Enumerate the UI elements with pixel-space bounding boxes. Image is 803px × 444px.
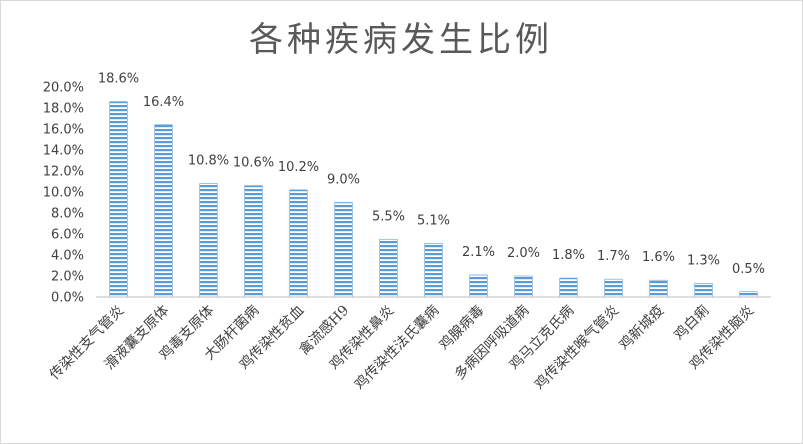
y-tick-label: 2.0% bbox=[51, 270, 84, 285]
y-tick-label: 14.0% bbox=[43, 144, 84, 159]
y-tick-label: 16.0% bbox=[43, 123, 84, 138]
x-tick-label: 鸡传染性喉气管炎 bbox=[531, 302, 622, 393]
y-axis: 0.0% 2.0% 4.0% 6.0% 8.0% 10.0% 12.0% 14.0% 16.0%… bbox=[43, 81, 84, 306]
x-tick-label: 鸡白痢 bbox=[671, 302, 713, 344]
y-tick-label: 20.0% bbox=[43, 81, 84, 96]
bars bbox=[109, 101, 758, 298]
bar bbox=[604, 278, 623, 298]
data-label: 16.4% bbox=[143, 95, 184, 110]
data-label: 5.1% bbox=[417, 213, 450, 228]
data-label: 10.6% bbox=[233, 156, 274, 171]
data-label: 2.1% bbox=[462, 245, 495, 260]
x-axis: 传染性支气管炎滑液囊支原体鸡毒支原体大肠杆菌病鸡传染性贫血禽流感H9鸡传染性鼻炎… bbox=[47, 296, 771, 393]
bar bbox=[469, 274, 488, 298]
bar bbox=[424, 243, 443, 298]
x-tick-label: 鸡传染性法氏囊病 bbox=[351, 302, 442, 393]
x-tick-label: 鸡新城疫 bbox=[616, 302, 668, 354]
data-label: 10.8% bbox=[188, 154, 229, 169]
bar bbox=[334, 202, 353, 298]
data-label: 1.3% bbox=[687, 253, 720, 268]
y-tick-label: 6.0% bbox=[51, 228, 84, 243]
bar bbox=[289, 189, 308, 298]
bar bbox=[694, 283, 713, 298]
data-label: 1.7% bbox=[597, 249, 630, 264]
bar bbox=[514, 275, 533, 298]
data-labels: 18.6% 16.4% 10.8% 10.6% 10.2% 9.0% 5.5% 5.1% 2.1… bbox=[98, 72, 765, 277]
bar bbox=[154, 124, 173, 298]
bar bbox=[109, 101, 128, 298]
y-tick-label: 8.0% bbox=[51, 207, 84, 222]
y-tick-label: 12.0% bbox=[43, 165, 84, 180]
y-tick-label: 4.0% bbox=[51, 249, 84, 264]
chart-title: 各种疾病发生比例 bbox=[249, 20, 553, 60]
bar bbox=[559, 277, 578, 298]
data-label: 1.8% bbox=[552, 248, 585, 263]
data-label: 18.6% bbox=[98, 72, 139, 87]
bar bbox=[199, 183, 218, 298]
data-label: 10.2% bbox=[278, 160, 319, 175]
data-label: 5.5% bbox=[372, 209, 405, 224]
data-label: 2.0% bbox=[507, 246, 540, 261]
data-label: 0.5% bbox=[732, 262, 765, 277]
bar bbox=[379, 238, 398, 298]
y-tick-label: 18.0% bbox=[43, 102, 84, 117]
y-tick-label: 0.0% bbox=[51, 291, 84, 306]
y-tick-label: 10.0% bbox=[43, 186, 84, 201]
bar bbox=[739, 291, 758, 298]
bar bbox=[649, 279, 668, 298]
data-label: 1.6% bbox=[642, 250, 675, 265]
x-tick-label: 传染性支气管炎 bbox=[47, 303, 128, 384]
data-label: 9.0% bbox=[327, 173, 360, 188]
bar bbox=[244, 185, 263, 298]
